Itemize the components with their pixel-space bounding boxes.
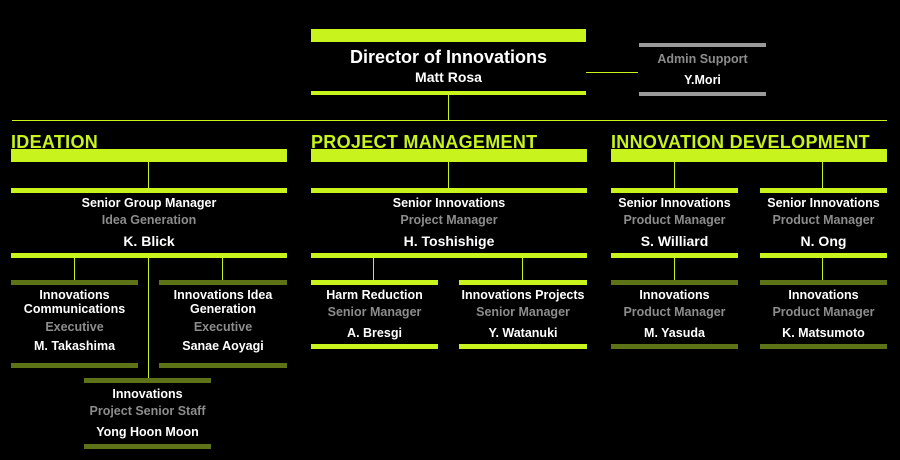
admin-name: Y.Mori [684,73,721,87]
dev-report-1-bar-top [611,280,738,285]
connector-director-to-admin [586,72,638,73]
ideation-report-1-bar-top [11,280,138,285]
pm-report-1-subtitle: Senior Manager [327,305,422,319]
dept-heading-ideation: IDEATION [11,132,99,152]
admin-node[interactable]: Admin Support Y.Mori [639,52,766,88]
ideation-lead-bar-top [11,188,287,193]
pm-report-1-title: Harm Reduction [326,288,423,302]
pm-report-1-name: A. Bresgi [347,326,402,340]
pm-lead-title: Senior Innovations [392,196,506,210]
dept-heading-innovation-development: INNOVATION DEVELOPMENT [611,132,870,152]
dev-lead-2-bar-top [760,188,887,193]
ideation-lead-name: K. Blick [123,233,175,249]
director-bar-top [311,29,586,42]
dev-lead-1-bar-bottom [611,253,738,258]
pm-lead-bar-bottom [311,253,587,258]
dev-lead-1-name: S. Williard [640,233,709,249]
pm-report-1-node[interactable]: Harm Reduction Senior Manager A. Bresgi [311,288,438,341]
ideation-report-3-bar-top [84,378,211,383]
admin-bar-top [639,43,766,47]
dev-report-1-bar-bottom [611,344,738,349]
ideation-report-2-bar-bottom [159,363,287,368]
pm-report-2-node[interactable]: Innovations Projects Senior Manager Y. W… [459,288,587,341]
dev-report-2-subtitle: Product Manager [772,305,875,319]
dev-lead-2-name: N. Ong [800,233,847,249]
connector-ideation-vertical [148,258,149,378]
ideation-lead-bar-bottom [11,253,287,258]
connector-top-branch [12,120,887,121]
ideation-report-3-node[interactable]: Innovations Project Senior Staff Yong Ho… [84,387,211,440]
dev-lead-2-bar-bottom [760,253,887,258]
dev-report-2-bar-bottom [760,344,887,349]
pm-report-2-bar-top [459,280,587,285]
dev-lead-2-subtitle: Product Manager [772,213,875,227]
pm-lead-name: H. Toshishige [403,233,495,249]
director-title: Director of Innovations [349,47,547,67]
ideation-lead-subtitle: Idea Generation [101,213,197,227]
pm-lead-node[interactable]: Senior Innovations Project Manager H. To… [311,196,587,249]
director-node[interactable]: Director of Innovations Matt Rosa [311,46,586,86]
ideation-lead-title: Senior Group Manager [81,196,217,210]
ideation-report-2-title: Innovations Idea Generation [173,288,273,316]
pm-lead-bar-top [311,188,587,193]
connector-ideation-lead [148,162,149,188]
pm-report-1-bar-bottom [311,344,438,349]
dev-lead-2-title: Senior Innovations [767,196,880,210]
dev-lead-1-subtitle: Product Manager [623,213,726,227]
pm-lead-subtitle: Project Manager [400,213,498,227]
dev-report-2-name: K. Matsumoto [782,326,865,340]
ideation-report-3-title: Innovations [112,387,183,401]
connector-director-to-branch [448,95,449,121]
dev-report-2-title: Innovations [788,288,859,302]
admin-bar-bottom [639,92,766,96]
dev-report-1-node[interactable]: Innovations Product Manager M. Yasuda [611,288,738,341]
ideation-report-3-bar-bottom [84,444,211,449]
ideation-report-2-name: Sanae Aoyagi [182,339,264,353]
dev-report-1-subtitle: Product Manager [623,305,726,319]
dev-report-2-node[interactable]: Innovations Product Manager K. Matsumoto [760,288,887,341]
dept-bar-innovation-development [611,149,887,162]
ideation-report-1-title: Innovations Communications [23,288,126,316]
ideation-report-2-subtitle: Executive [193,320,253,334]
connector-ideation-right [222,258,223,280]
ideation-report-1-node[interactable]: Innovations Communications Executive M. … [11,288,138,354]
ideation-report-1-bar-bottom [11,363,138,368]
pm-report-2-name: Y. Watanuki [488,326,558,340]
dev-report-1-name: M. Yasuda [644,326,705,340]
ideation-lead-node[interactable]: Senior Group Manager Idea Generation K. … [11,196,287,249]
director-bar-bottom [311,91,586,95]
dev-lead-2-node[interactable]: Senior Innovations Product Manager N. On… [760,196,887,249]
dev-report-1-title: Innovations [639,288,710,302]
connector-ideation-left [74,258,75,280]
connector-pm-lead [448,162,449,188]
ideation-report-2-node[interactable]: Innovations Idea Generation Executive Sa… [159,288,287,354]
dev-lead-1-title: Senior Innovations [618,196,731,210]
dev-lead-1-node[interactable]: Senior Innovations Product Manager S. Wi… [611,196,738,249]
dept-heading-project-management: PROJECT MANAGEMENT [311,132,538,152]
dept-bar-ideation [11,149,287,162]
dev-report-2-bar-top [760,280,887,285]
admin-title: Admin Support [657,52,748,66]
pm-report-2-subtitle: Senior Manager [476,305,570,319]
ideation-report-1-name: M. Takashima [33,339,116,353]
dev-lead-1-bar-top [611,188,738,193]
connector-dev-report-1 [674,258,675,280]
ideation-report-1-subtitle: Executive [45,320,104,334]
dept-bar-project-management [311,149,587,162]
pm-report-1-bar-top [311,280,438,285]
connector-dev-report-2 [822,258,823,280]
connector-pm-left [373,258,374,280]
connector-dev-lead-2 [822,162,823,188]
connector-dev-lead-1 [674,162,675,188]
pm-report-2-bar-bottom [459,344,587,349]
ideation-report-3-name: Yong Hoon Moon [96,425,199,439]
director-name: Matt Rosa [415,69,482,85]
pm-report-2-title: Innovations Projects [461,288,585,302]
ideation-report-2-bar-top [159,280,287,285]
ideation-report-3-subtitle: Project Senior Staff [89,404,206,418]
connector-pm-right [522,258,523,280]
